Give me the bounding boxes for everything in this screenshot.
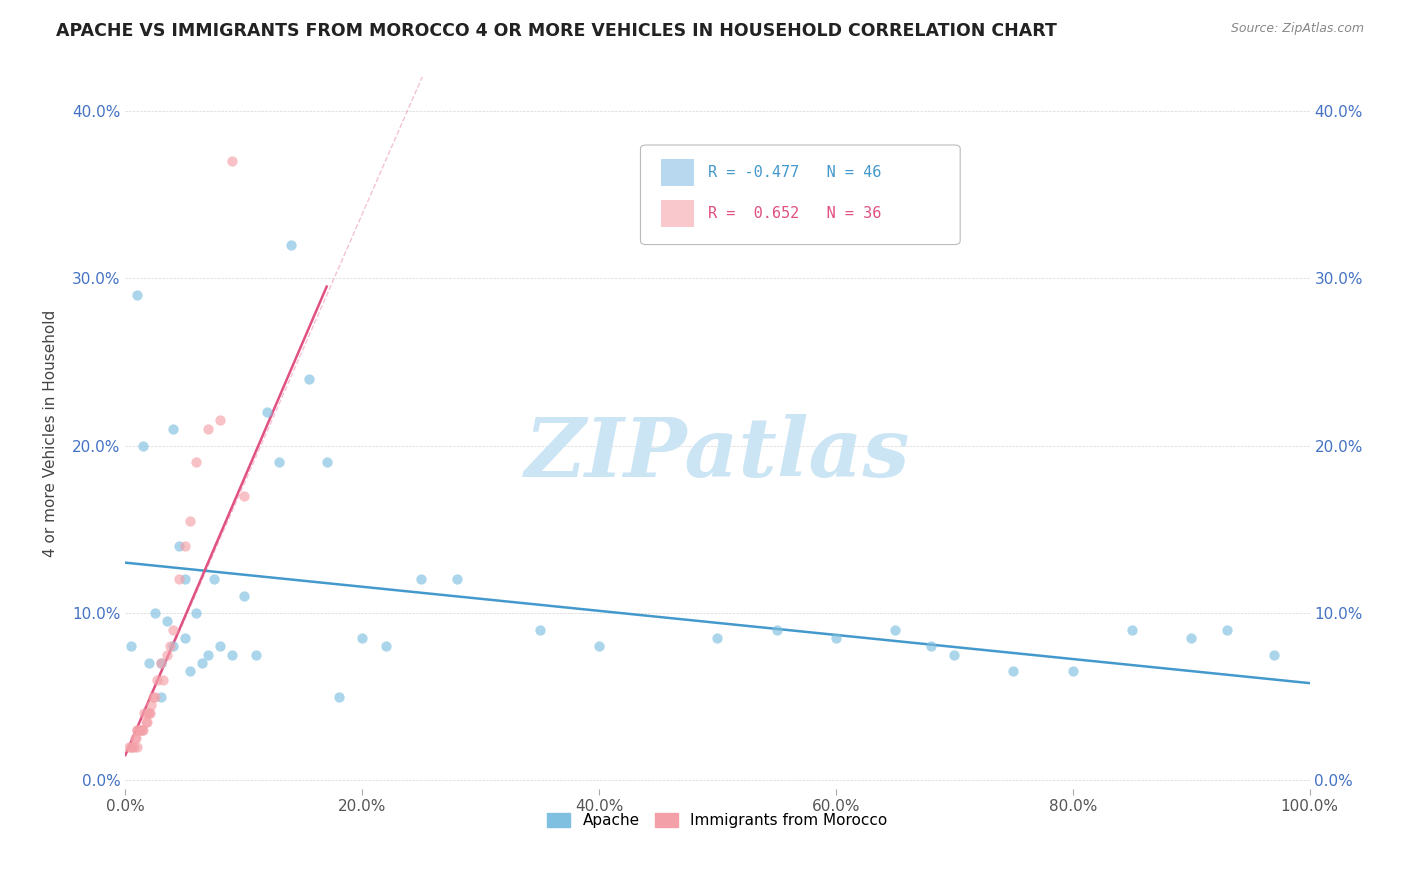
- Point: [884, 623, 907, 637]
- Point: [1180, 631, 1202, 645]
- Point: [328, 690, 350, 704]
- Point: [1215, 623, 1237, 637]
- Text: APACHE VS IMMIGRANTS FROM MOROCCO 4 OR MORE VEHICLES IN HOUSEHOLD CORRELATION CH: APACHE VS IMMIGRANTS FROM MOROCCO 4 OR M…: [56, 22, 1057, 40]
- Point: [706, 631, 728, 645]
- Point: [173, 631, 195, 645]
- Point: [1002, 665, 1025, 679]
- FancyBboxPatch shape: [661, 159, 693, 186]
- Point: [121, 739, 143, 754]
- Point: [127, 723, 149, 737]
- Point: [134, 706, 156, 721]
- Point: [232, 489, 254, 503]
- Point: [186, 455, 208, 469]
- Point: [197, 648, 219, 662]
- Point: [221, 154, 243, 169]
- Point: [118, 739, 141, 754]
- Point: [209, 413, 232, 427]
- Point: [315, 455, 337, 469]
- Point: [138, 656, 160, 670]
- Point: [138, 706, 160, 721]
- Text: R = -0.477   N = 46: R = -0.477 N = 46: [709, 164, 882, 179]
- Point: [146, 673, 169, 687]
- Point: [141, 698, 163, 712]
- Point: [162, 422, 184, 436]
- Point: [128, 723, 150, 737]
- Text: R =  0.652   N = 36: R = 0.652 N = 36: [709, 206, 882, 221]
- Point: [280, 237, 302, 252]
- Point: [152, 673, 174, 687]
- Point: [232, 589, 254, 603]
- Point: [824, 631, 846, 645]
- Point: [588, 640, 610, 654]
- Point: [127, 723, 149, 737]
- Point: [127, 739, 149, 754]
- Point: [167, 539, 190, 553]
- Point: [173, 539, 195, 553]
- Point: [156, 648, 179, 662]
- Point: [149, 656, 172, 670]
- Point: [352, 631, 374, 645]
- Point: [374, 640, 396, 654]
- Point: [125, 731, 148, 746]
- Point: [411, 573, 433, 587]
- Text: ZIPatlas: ZIPatlas: [524, 414, 910, 494]
- Point: [179, 665, 201, 679]
- Point: [120, 640, 142, 654]
- Point: [191, 656, 214, 670]
- Point: [143, 606, 166, 620]
- Point: [149, 690, 172, 704]
- Point: [143, 690, 166, 704]
- Legend: Apache, Immigrants from Morocco: Apache, Immigrants from Morocco: [541, 807, 894, 834]
- Point: [135, 714, 157, 729]
- Point: [197, 422, 219, 436]
- Point: [156, 614, 179, 628]
- Point: [245, 648, 267, 662]
- Point: [167, 573, 190, 587]
- Point: [209, 640, 232, 654]
- Point: [446, 573, 468, 587]
- Point: [920, 640, 942, 654]
- FancyBboxPatch shape: [641, 145, 960, 244]
- Point: [202, 573, 225, 587]
- Point: [221, 648, 243, 662]
- Point: [1121, 623, 1143, 637]
- Point: [127, 288, 149, 302]
- FancyBboxPatch shape: [661, 200, 693, 227]
- Point: [256, 405, 278, 419]
- Text: Source: ZipAtlas.com: Source: ZipAtlas.com: [1230, 22, 1364, 36]
- Point: [132, 438, 155, 452]
- Point: [173, 573, 195, 587]
- Point: [1263, 648, 1285, 662]
- Point: [765, 623, 787, 637]
- Point: [943, 648, 966, 662]
- Point: [298, 371, 321, 385]
- Point: [124, 731, 146, 746]
- Point: [149, 656, 172, 670]
- Point: [136, 706, 159, 721]
- Point: [529, 623, 551, 637]
- Point: [132, 723, 155, 737]
- Point: [1062, 665, 1084, 679]
- Point: [269, 455, 291, 469]
- Point: [120, 739, 142, 754]
- Point: [159, 640, 181, 654]
- Point: [179, 514, 201, 528]
- Point: [186, 606, 208, 620]
- Point: [122, 739, 145, 754]
- Y-axis label: 4 or more Vehicles in Household: 4 or more Vehicles in Household: [44, 310, 58, 557]
- Point: [162, 623, 184, 637]
- Point: [139, 706, 162, 721]
- Point: [142, 690, 165, 704]
- Point: [162, 640, 184, 654]
- Point: [131, 723, 153, 737]
- Point: [134, 714, 156, 729]
- Point: [129, 723, 152, 737]
